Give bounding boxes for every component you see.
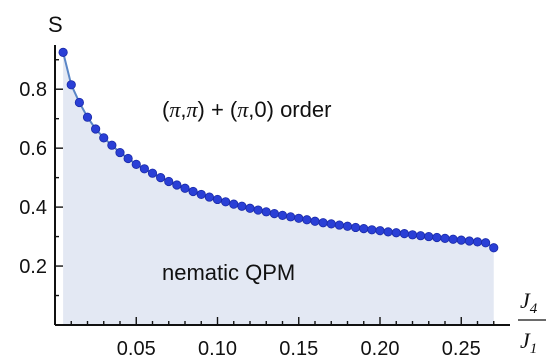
data-point (334, 220, 344, 230)
data-point (440, 233, 450, 243)
data-point (82, 112, 93, 122)
x-tick-label: 0.20 (361, 338, 400, 360)
data-points (58, 47, 499, 253)
data-point (172, 180, 182, 190)
data-point (302, 215, 312, 225)
data-point (188, 186, 198, 197)
data-point (326, 219, 336, 229)
y-axis-label: S (48, 12, 63, 37)
data-point (351, 222, 361, 233)
data-point (180, 183, 190, 193)
data-point (107, 140, 117, 150)
x-tick-label: 0.05 (117, 338, 156, 360)
x-tick-label: 0.15 (279, 338, 318, 360)
data-point (318, 218, 328, 228)
data-point (464, 236, 474, 246)
data-point (359, 224, 369, 234)
y-axis-ticks: 0.2 0.4 0.6 0.8 (19, 59, 63, 297)
data-point (277, 210, 288, 220)
data-point (115, 147, 125, 158)
data-point (286, 212, 296, 222)
x-tick-label: 0.10 (198, 338, 237, 360)
y-tick-label: 0.8 (19, 79, 47, 101)
data-point (131, 159, 141, 169)
data-point (139, 164, 149, 174)
data-point (448, 234, 458, 244)
data-point (261, 207, 271, 217)
y-tick-label: 0.2 (19, 256, 47, 278)
data-point (212, 194, 223, 205)
data-point (481, 238, 491, 248)
data-point (156, 173, 166, 183)
annotation-lower-region: nematic QPM (162, 260, 295, 285)
data-point (221, 197, 231, 207)
data-point (342, 221, 353, 231)
data-point (424, 231, 434, 242)
data-point (383, 227, 393, 237)
data-point (367, 225, 377, 235)
data-point (99, 133, 109, 143)
data-point (407, 230, 418, 240)
data-point (456, 235, 466, 245)
data-point (204, 192, 214, 202)
y-tick-label: 0.4 (19, 197, 47, 219)
y-tick-label: 0.6 (19, 138, 47, 160)
data-point (229, 199, 239, 209)
data-point (147, 168, 158, 178)
annotation-upper-region: (π,π) + (π,0) order (162, 97, 331, 122)
data-point (74, 97, 84, 108)
data-point (375, 226, 385, 236)
data-point (66, 80, 76, 90)
data-point (269, 208, 279, 219)
data-point (58, 47, 68, 57)
x-axis-ticks: 0.05 0.10 0.15 0.20 0.25 (70, 317, 495, 360)
data-point (432, 232, 442, 243)
x-axis-label: J4 J1 (518, 288, 546, 357)
data-point (472, 237, 483, 247)
data-point (294, 213, 304, 223)
data-point (245, 203, 255, 213)
data-point (164, 176, 174, 187)
svg-text:J4: J4 (520, 288, 538, 317)
ordered-region-fill (63, 52, 494, 326)
svg-text:J1: J1 (520, 328, 537, 357)
data-point (399, 229, 409, 239)
x-label-denominator: J (520, 328, 531, 353)
data-point (391, 228, 401, 238)
x-tick-label: 0.25 (442, 338, 481, 360)
data-point (237, 201, 247, 211)
data-point (489, 243, 499, 253)
data-point (91, 124, 101, 134)
x-label-numerator-sub: 4 (530, 301, 538, 317)
data-point (196, 189, 206, 200)
data-point (123, 153, 133, 164)
data-point (416, 231, 426, 241)
x-label-denominator-sub: 1 (530, 341, 538, 357)
data-point (253, 205, 263, 215)
x-label-numerator: J (520, 288, 531, 313)
data-point (310, 216, 320, 226)
